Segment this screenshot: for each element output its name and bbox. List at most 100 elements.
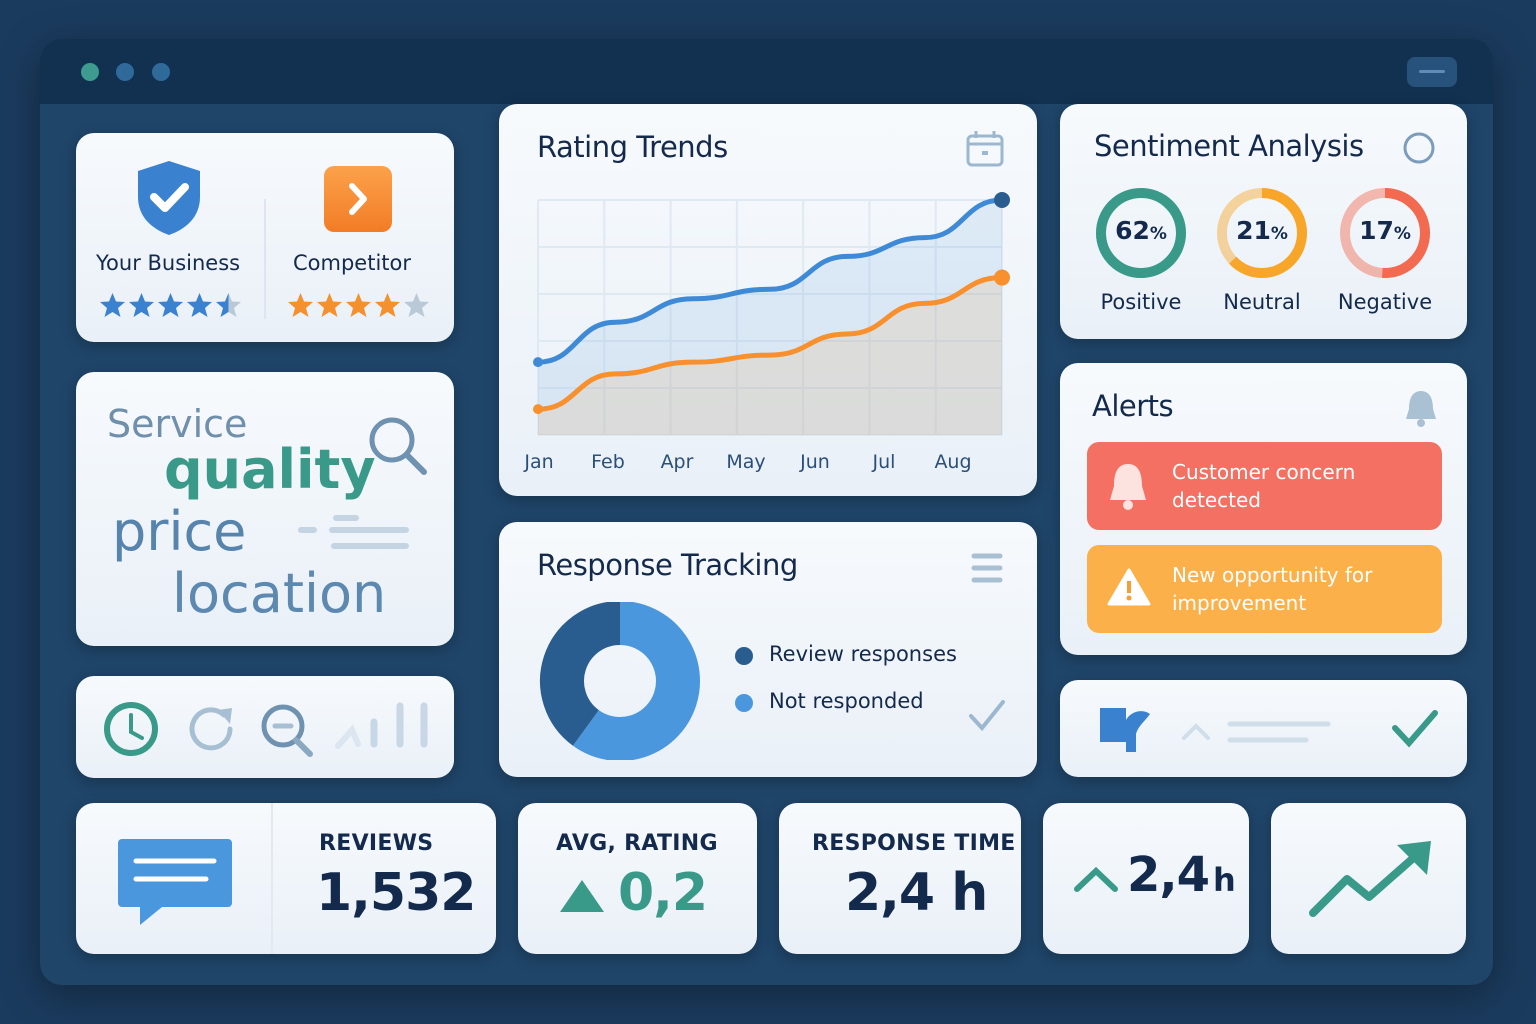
your-business-rating xyxy=(98,291,243,323)
star-icon xyxy=(317,293,342,317)
response-time-value: 2,4 h xyxy=(845,863,988,923)
actions-card xyxy=(1060,680,1467,777)
filter-lines-icon xyxy=(298,515,409,549)
reviews-value: 1,532 xyxy=(316,863,476,923)
legend-swatch xyxy=(735,647,753,665)
star-icon xyxy=(375,293,400,317)
keyword-service: Service xyxy=(107,402,248,446)
trend-stat-card: 2,4 h xyxy=(1043,803,1249,954)
rating-trends-title: Rating Trends xyxy=(537,130,728,164)
divider xyxy=(271,803,273,954)
title-bar xyxy=(40,39,1493,104)
star-icon xyxy=(187,293,212,317)
x-tick-label: May xyxy=(726,451,765,473)
window-menu-button[interactable] xyxy=(1407,57,1457,87)
alert-text: Customer concern detected xyxy=(1172,460,1356,512)
triangle-up-icon xyxy=(560,880,604,912)
series-line xyxy=(535,275,1005,412)
competitor-label: Competitor xyxy=(293,251,412,275)
window-minimize-button[interactable] xyxy=(116,63,134,81)
response-time-label: RESPONSE TIME xyxy=(812,831,1016,856)
star-icon xyxy=(404,293,429,317)
donut-slice xyxy=(540,602,622,746)
comparison-card: Your Business Competitor xyxy=(76,133,454,342)
trend-value: 2,4 h xyxy=(1127,847,1236,903)
sentiment-unit: % xyxy=(1270,224,1288,244)
check-icon[interactable] xyxy=(1390,708,1440,750)
collapse-lines-icon xyxy=(1182,721,1331,743)
avg-rating-label: AVG, RATING xyxy=(556,831,718,856)
sentiment-ring xyxy=(1217,188,1307,278)
calendar-icon[interactable] xyxy=(965,130,1005,168)
circle-icon[interactable] xyxy=(1402,131,1436,165)
sentiment-value: 62 xyxy=(1115,216,1150,245)
growth-card xyxy=(1271,803,1466,954)
sentiment-unit: % xyxy=(1149,224,1167,244)
data-point xyxy=(533,404,543,415)
x-tick-label: Jun xyxy=(799,451,830,473)
sentiment-card: Sentiment Analysis 62% Positive 21% Neutral… xyxy=(1060,104,1467,339)
star-icon xyxy=(216,293,241,317)
x-tick-label: Jul xyxy=(872,451,896,473)
response-time-stat-card: RESPONSE TIME 2,4 h xyxy=(779,803,1021,954)
bell-icon xyxy=(1110,464,1146,510)
sentiment-label: Neutral xyxy=(1223,290,1301,314)
sentiment-positive: 62% Positive xyxy=(1094,186,1188,326)
tools-card xyxy=(76,676,454,778)
alerts-card: Alerts Customer concern detected New opp… xyxy=(1060,363,1467,655)
trend-unit: h xyxy=(1213,861,1236,899)
window-close-button[interactable] xyxy=(81,63,99,81)
alert-customer-concern[interactable]: Customer concern detected xyxy=(1087,442,1442,530)
competitor-rating xyxy=(286,291,431,323)
divider xyxy=(264,199,266,319)
keyword-quality: quality xyxy=(164,438,376,501)
refresh-icon[interactable] xyxy=(186,702,240,756)
alert-text: New opportunity for improvement xyxy=(1172,563,1373,615)
rating-trends-card: Rating Trends Jan Feb Apr May Jun Jul Aug xyxy=(499,104,1037,496)
keyword-location: location xyxy=(172,562,387,625)
menu-icon[interactable] xyxy=(971,552,1003,584)
avg-rating-stat-card: AVG, RATING 0,2 xyxy=(518,803,757,954)
sentiment-label: Positive xyxy=(1100,290,1182,314)
keyword-cloud-card: Service quality price location xyxy=(76,372,454,646)
sentiment-value: 17 xyxy=(1359,216,1394,245)
trending-up-icon xyxy=(1309,841,1431,917)
donut-slice xyxy=(573,602,700,760)
x-tick-label: Jan xyxy=(523,451,553,473)
bell-icon[interactable] xyxy=(1404,387,1438,429)
zoom-out-icon[interactable] xyxy=(258,702,318,762)
shield-check-icon xyxy=(138,161,200,235)
star-icon xyxy=(346,293,371,317)
star-icon xyxy=(288,293,313,317)
sentiment-ring xyxy=(1096,188,1186,278)
keyword-price: price xyxy=(112,500,247,563)
star-icon xyxy=(129,293,154,317)
window-maximize-button[interactable] xyxy=(152,63,170,81)
clock-icon[interactable] xyxy=(102,700,160,758)
sentiment-label: Negative xyxy=(1337,290,1433,314)
thumbs-up-icon[interactable] xyxy=(1096,704,1156,758)
check-icon xyxy=(969,700,1005,732)
warning-icon xyxy=(1107,568,1151,606)
star-icon xyxy=(100,293,125,317)
response-tracking-card: Response Tracking Review responses Not r… xyxy=(499,522,1037,777)
sentiment-ring xyxy=(1340,188,1430,278)
sentiment-unit: % xyxy=(1393,224,1411,244)
reviews-stat-card: REVIEWS 1,532 xyxy=(76,803,496,954)
signal-bars-icon xyxy=(335,702,428,749)
series-area xyxy=(538,200,1002,435)
sentiment-value: 21 xyxy=(1236,216,1271,245)
search-icon[interactable] xyxy=(364,412,430,478)
x-tick-label: Aug xyxy=(934,451,971,473)
response-donut-chart xyxy=(540,602,700,760)
data-point xyxy=(533,357,543,368)
sentiment-negative: 17% Negative xyxy=(1338,186,1432,326)
x-tick-label: Feb xyxy=(591,451,625,473)
trend-number: 2,4 xyxy=(1127,847,1210,903)
star-icon xyxy=(158,293,183,317)
alert-new-opportunity[interactable]: New opportunity for improvement xyxy=(1087,545,1442,633)
response-tracking-title: Response Tracking xyxy=(537,548,798,582)
chat-bubble-icon xyxy=(118,839,232,925)
legend-swatch xyxy=(735,694,753,712)
sentiment-title: Sentiment Analysis xyxy=(1094,129,1364,163)
